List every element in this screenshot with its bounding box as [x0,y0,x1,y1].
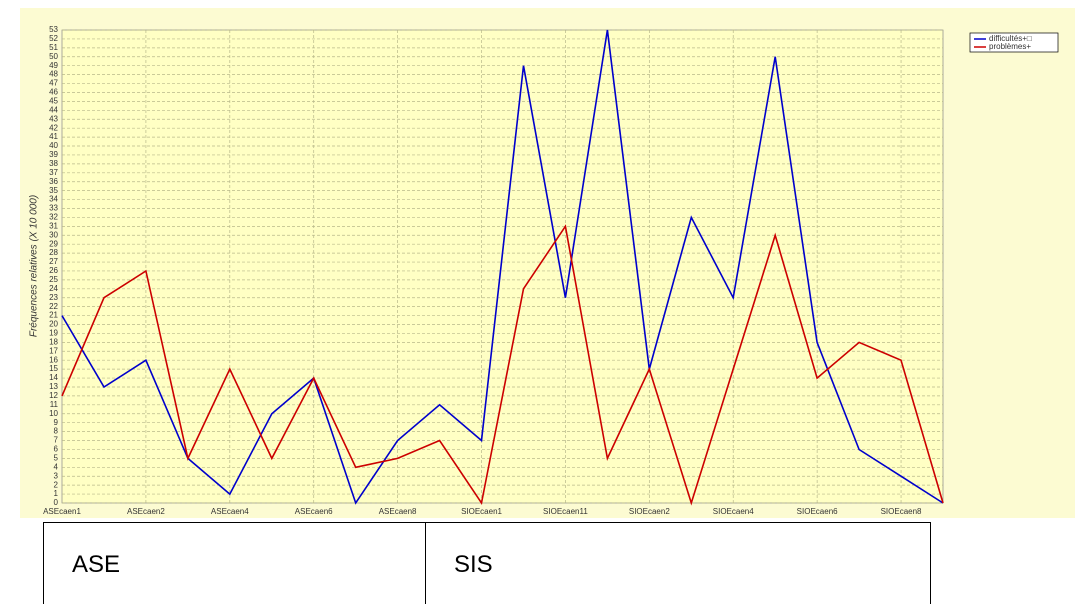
x-tick-label: SIOEcaen8 [881,507,922,516]
y-tick-label: 30 [49,230,58,239]
y-tick-label: 37 [49,168,58,177]
y-tick-label: 38 [49,159,58,168]
y-tick-label: 43 [49,114,58,123]
y-tick-label: 42 [49,123,58,132]
legend-label: problèmes+ [989,42,1031,51]
y-tick-label: 20 [49,320,58,329]
y-tick-label: 40 [49,141,58,150]
y-tick-label: 16 [49,355,58,364]
legend-box [969,32,1059,53]
y-tick-label: 29 [49,239,58,248]
x-tick-label: ASEcaen4 [211,507,249,516]
plot-area [61,29,944,504]
y-tick-label: 28 [49,248,58,257]
y-tick-label: 36 [49,177,58,186]
y-tick-label: 51 [49,43,58,52]
y-tick-label: 26 [49,266,58,275]
y-tick-label: 0 [54,498,59,507]
y-tick-label: 25 [49,275,58,284]
y-tick-label: 7 [54,436,59,445]
y-tick-label: 44 [49,105,58,114]
table-cell: SIS [425,522,931,604]
x-tick-label: SIOEcaen4 [713,507,754,516]
x-tick-label: ASEcaen8 [379,507,417,516]
y-tick-label: 11 [50,400,59,409]
y-tick-label: 34 [49,195,58,204]
x-tick-label: SIOEcaen6 [797,507,838,516]
x-tick-label: ASEcaen6 [295,507,333,516]
y-tick-label: 21 [49,311,58,320]
y-tick-label: 4 [54,462,59,471]
x-tick-label: SIOEcaen1 [461,507,502,516]
y-tick-label: 33 [49,204,58,213]
y-tick-label: 19 [49,329,58,338]
y-tick-label: 49 [49,61,58,70]
y-tick-label: 45 [49,97,58,106]
y-tick-label: 15 [49,364,58,373]
x-tick-label: ASEcaen1 [43,507,81,516]
y-tick-label: 14 [49,373,58,382]
legend-label: difficultés+□ [989,34,1032,43]
y-tick-label: 12 [49,391,58,400]
y-tick-label: 48 [49,70,58,79]
data-line [61,224,944,506]
y-tick-label: 46 [49,88,58,97]
y-tick-label: 32 [49,213,58,222]
x-tick-label: SIOEcaen2 [629,507,670,516]
y-tick-label: 13 [49,382,58,391]
table-cell: ASE [43,522,426,604]
x-tick-label: ASEcaen2 [127,507,165,516]
y-axis-label: Fréquences relatives (X 10 000) [29,195,40,337]
y-tick-label: 8 [54,427,59,436]
x-tick-label: SIOEcaen11 [543,507,588,516]
y-tick-label: 53 [49,25,58,34]
data-line [61,29,944,505]
y-tick-label: 39 [49,150,58,159]
label-table: ASE SIS [43,522,931,604]
y-tick-label: 47 [49,79,58,88]
y-tick-label: 22 [49,302,58,311]
y-tick-label: 1 [54,489,59,498]
y-tick-label: 17 [49,346,58,355]
y-tick-label: 2 [54,480,59,489]
y-tick-label: 5 [54,453,59,462]
y-tick-label: 52 [49,34,58,43]
y-tick-label: 18 [49,337,58,346]
y-tick-label: 3 [54,471,59,480]
y-tick-label: 6 [54,445,59,454]
y-tick-label: 10 [49,409,58,418]
y-tick-label: 23 [49,293,58,302]
y-tick-label: 35 [49,186,58,195]
y-tick-label: 41 [49,132,58,141]
y-tick-label: 50 [49,52,58,61]
y-tick-label: 9 [54,418,59,427]
y-tick-label: 31 [49,221,58,230]
y-tick-label: 27 [49,257,58,266]
chart: Fréquences relatives (X 10 000) 01234567… [20,8,1075,518]
y-tick-label: 24 [49,284,58,293]
